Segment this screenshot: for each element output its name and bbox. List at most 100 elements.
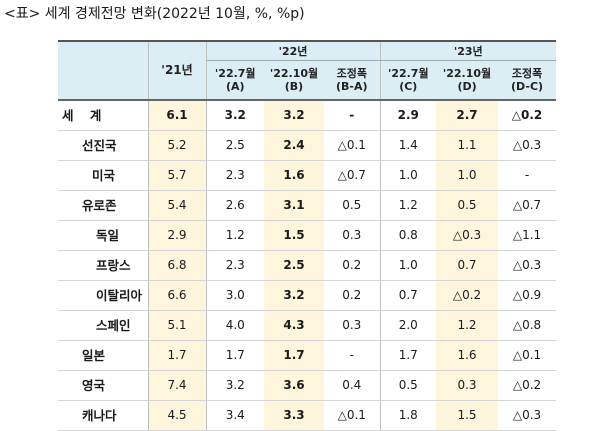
table-caption: <표> 세계 경제전망 변화(2022년 10월, %, %p)	[4, 6, 305, 22]
table-cell: 7.4	[148, 370, 207, 401]
table-row: 스페인 5.1 4.0 4.3 0.3 2.0 1.2 △0.8	[58, 310, 557, 341]
table-cell: △0.2	[498, 370, 557, 401]
table-cell: 1.6	[264, 160, 324, 191]
row-label: 세 계	[58, 99, 149, 131]
table-row: 프랑스 6.8 2.3 2.5 0.2 1.0 0.7 △0.3	[58, 250, 557, 281]
table-cell: △1.1	[498, 220, 557, 251]
table-cell: 0.3	[324, 220, 381, 251]
table-cell: 1.2	[380, 190, 437, 221]
table-cell: △0.3	[498, 400, 557, 431]
table-cell: 2.7	[436, 99, 499, 131]
table-cell: 2.3	[206, 250, 264, 281]
row-label: 프랑스	[58, 250, 149, 281]
table-cell: 6.1	[148, 99, 207, 131]
header-22-adjust: 조정폭 (B-A)	[324, 60, 381, 100]
table-cell: 2.0	[380, 310, 437, 341]
table-cell: 5.4	[148, 190, 207, 221]
table-row: 독일 2.9 1.2 1.5 0.3 0.8 △0.3 △1.1	[58, 220, 557, 251]
table-cell: 1.4	[380, 130, 437, 161]
table-cell: 1.7	[380, 340, 437, 371]
table-row: 일본 1.7 1.7 1.7-1.7 1.6 △0.1	[58, 340, 557, 371]
row-label: 독일	[58, 220, 149, 251]
header-23-adjust: 조정폭 (D-C)	[498, 60, 557, 100]
table-cell: 0.3	[324, 310, 381, 341]
table-cell: △0.1	[324, 130, 381, 161]
table-cell: 0.5	[380, 370, 437, 401]
row-label: 유로존	[58, 190, 149, 221]
header-group-22: '22년	[206, 40, 381, 61]
table-cell: 0.8	[380, 220, 437, 251]
table-cell: 0.3	[436, 370, 499, 401]
table-cell: 2.5	[206, 130, 264, 161]
table-cell: 1.0	[436, 160, 499, 191]
table-cell: 1.6	[436, 340, 499, 371]
table-cell: 6.6	[148, 280, 207, 311]
table-cell: 3.2	[206, 370, 264, 401]
table-cell: 1.5	[264, 220, 324, 251]
table-cell: △0.2	[436, 280, 499, 311]
table-row: 이탈리아 6.6 3.0 3.2 0.2 0.7 △0.2 △0.9	[58, 280, 557, 311]
table-cell: 5.7	[148, 160, 207, 191]
header-23-oct: '22.10월 (D)	[436, 60, 499, 100]
table-cell: 3.2	[264, 280, 324, 311]
table-cell: 3.6	[264, 370, 324, 401]
table-cell: 2.9	[380, 99, 437, 131]
table-cell: △0.3	[436, 220, 499, 251]
table-cell: 6.8	[148, 250, 207, 281]
table-cell: 4.5	[148, 400, 207, 431]
table-cell: △0.9	[498, 280, 557, 311]
table-row: 세 계 6.1 3.2 3.2-2.9 2.7 △0.2	[58, 99, 557, 131]
table-cell: -	[324, 99, 381, 131]
header-22-jul: '22.7월 (A)	[206, 60, 264, 100]
table-cell: 1.7	[148, 340, 207, 371]
table-cell: 3.1	[264, 190, 324, 221]
table-cell: 3.2	[206, 99, 264, 131]
table-cell: 3.4	[206, 400, 264, 431]
table-cell: 4.3	[264, 310, 324, 341]
table-cell: 1.8	[380, 400, 437, 431]
table-cell: 5.1	[148, 310, 207, 341]
table-row: 유로존 5.4 2.6 3.1 0.5 1.2 0.5 △0.7	[58, 190, 557, 221]
table-cell: 0.2	[324, 250, 381, 281]
table-cell: 3.3	[264, 400, 324, 431]
table-cell: 4.0	[206, 310, 264, 341]
table-cell: 2.9	[148, 220, 207, 251]
row-label: 스페인	[58, 310, 149, 341]
table-cell: 3.0	[206, 280, 264, 311]
table-cell: 2.5	[264, 250, 324, 281]
table-cell: △0.3	[498, 130, 557, 161]
table-cell: △0.3	[498, 250, 557, 281]
header-year21: '21년	[148, 40, 207, 100]
table-cell: 0.4	[324, 370, 381, 401]
table-cell: 5.2	[148, 130, 207, 161]
row-label: 일본	[58, 340, 149, 371]
table-cell: 3.2	[264, 99, 324, 131]
table-cell: △0.7	[498, 190, 557, 221]
table-cell: △0.2	[498, 99, 557, 131]
row-label: 미국	[58, 160, 149, 191]
table-cell: 0.5	[324, 190, 381, 221]
table-cell: 0.7	[380, 280, 437, 311]
table-row: 선진국 5.2 2.5 2.4 △0.1 1.4 1.1 △0.3	[58, 130, 557, 161]
table-cell: 2.6	[206, 190, 264, 221]
table-cell: 1.5	[436, 400, 499, 431]
table-cell: 0.7	[436, 250, 499, 281]
table-row: 영국 7.4 3.2 3.6 0.4 0.5 0.3 △0.2	[58, 370, 557, 401]
row-label: 이탈리아	[58, 280, 149, 311]
table-cell: 1.0	[380, 250, 437, 281]
header-22-oct: '22.10월 (B)	[264, 60, 324, 100]
table-cell: 0.2	[324, 280, 381, 311]
table-cell: 1.1	[436, 130, 499, 161]
economic-outlook-table: '21년 '22년 '23년 '22.7월 (A) '22.10월 (B) 조정폭(…	[58, 40, 557, 431]
header-23-jul: '22.7월 (C)	[380, 60, 437, 100]
table-cell: △0.8	[498, 310, 557, 341]
row-label: 영국	[58, 370, 149, 401]
table-cell: 1.2	[436, 310, 499, 341]
table-cell: 1.7	[206, 340, 264, 371]
table-cell: 1.7	[264, 340, 324, 371]
table-cell: 2.4	[264, 130, 324, 161]
header-region	[58, 40, 149, 100]
table-cell: △0.1	[498, 340, 557, 371]
table-cell: -	[324, 340, 381, 371]
row-label: 선진국	[58, 130, 149, 161]
